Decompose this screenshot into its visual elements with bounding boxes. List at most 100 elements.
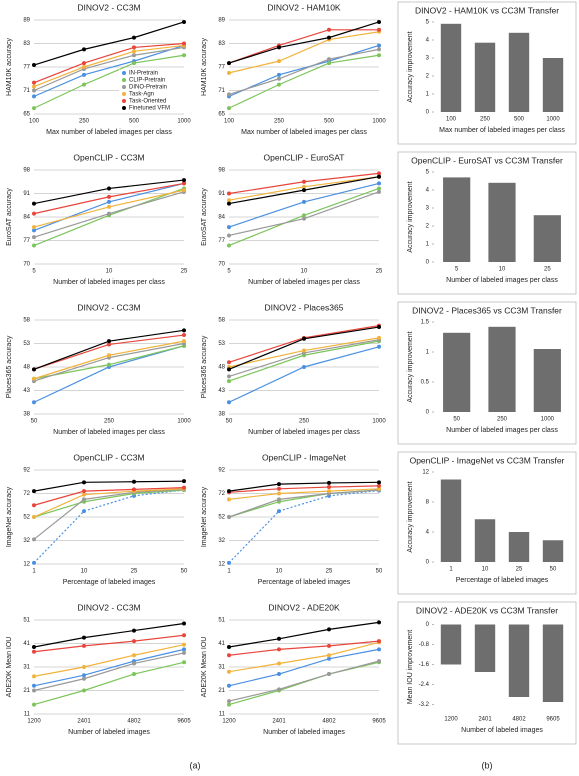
point [32,84,36,89]
x-tick-label: 1000 [541,417,555,423]
point [277,497,281,502]
chart-title: OpenCLIP - ImageNet [262,452,347,462]
point [182,333,186,338]
x-tick-label: 1000 [372,419,386,425]
y-tick-label: 31 [218,665,225,671]
series-line [33,652,185,692]
point [32,688,36,693]
bar [440,479,462,562]
bar [542,540,564,562]
legend-marker [122,106,126,110]
y-tick-label: 65 [23,112,30,118]
point [227,379,231,384]
chart-title: OpenCLIP - ImageNet vs CC3M Transfer [410,455,565,465]
y-tick-label: 3 [426,206,430,212]
point [277,72,281,77]
legend-bg [119,76,185,84]
bar [508,532,530,562]
y-axis-label: Places365 accuracy [201,335,208,398]
point [377,53,381,58]
bar [474,624,496,672]
x-tick-label: 10 [482,567,489,573]
point [227,92,231,97]
x-axis-label: Number of labeled images [461,727,543,734]
y-tick-label: 0.5 [421,380,430,386]
y-tick-label: 71 [23,88,30,94]
point [132,49,136,54]
point [227,201,231,206]
point [227,61,231,66]
point [302,199,306,204]
point [377,186,381,191]
series-line [228,648,380,687]
point [277,482,281,487]
point [32,649,36,654]
point [182,479,186,484]
x-tick-label: 4802 [512,717,526,723]
point [377,620,381,625]
point [327,27,331,32]
y-tick-label: 51 [218,618,225,624]
x-axis-label: Number of labeled images [68,729,150,736]
point [182,181,186,186]
series-line [228,21,380,64]
x-tick-label: 1 [227,569,231,575]
panel-frame [397,1,577,145]
y-tick-label: 58 [218,318,225,324]
y-tick-label: 38 [23,412,30,418]
y-tick-label: 1 [426,92,430,98]
point [82,509,86,514]
point [227,243,231,248]
point [277,509,281,514]
x-axis-label: Max number of labeled images per class [439,127,565,134]
y-tick-label: -2.4 [419,682,430,688]
series-line [228,481,380,492]
x-tick-label: 500 [514,117,525,123]
series-line [228,489,380,518]
y-tick-label: 43 [218,388,225,394]
x-tick-label: 50 [181,569,188,575]
y-tick-label: 11 [219,712,226,718]
point [132,628,136,633]
point [82,665,86,669]
point [82,489,86,494]
point [302,216,306,221]
legend-label: IN-Pretrain [129,71,158,77]
y-tick-label: 58 [23,318,30,324]
point [132,672,136,677]
point [277,491,281,496]
point [132,639,136,644]
point [182,53,186,58]
legend-marker [122,85,126,89]
point [227,560,231,565]
x-tick-label: 25 [376,269,383,275]
x-tick-label: 250 [480,117,491,123]
x-axis-label: Max number of labeled images per class [46,129,172,136]
y-tick-label: -0.8 [419,642,430,648]
y-tick-label: 41 [23,641,30,647]
point [82,82,86,87]
point [377,27,381,32]
point [227,225,231,230]
series-line [33,54,185,109]
point [107,362,111,367]
x-tick-label: 100 [224,119,235,125]
x-tick-label: 500 [324,119,335,125]
x-tick-label: 4802 [322,719,336,725]
y-tick-label: 5 [426,170,430,176]
series-line [228,489,380,518]
point [82,676,86,681]
y-tick-label: 98 [23,168,30,174]
point [327,653,331,658]
point [132,35,136,40]
legend-label: DINO-Pretrain [129,85,167,91]
x-axis-label: Max number of labeled images per class [241,129,367,136]
chart-title: OpenCLIP - EuroSAT [264,152,345,162]
bar [533,349,561,412]
series-line [228,340,380,382]
point [107,194,111,199]
series-line [33,648,185,687]
point [377,181,381,186]
x-tick-label: 100 [29,119,40,125]
chart-title: OpenCLIP - CC3M [73,152,144,162]
